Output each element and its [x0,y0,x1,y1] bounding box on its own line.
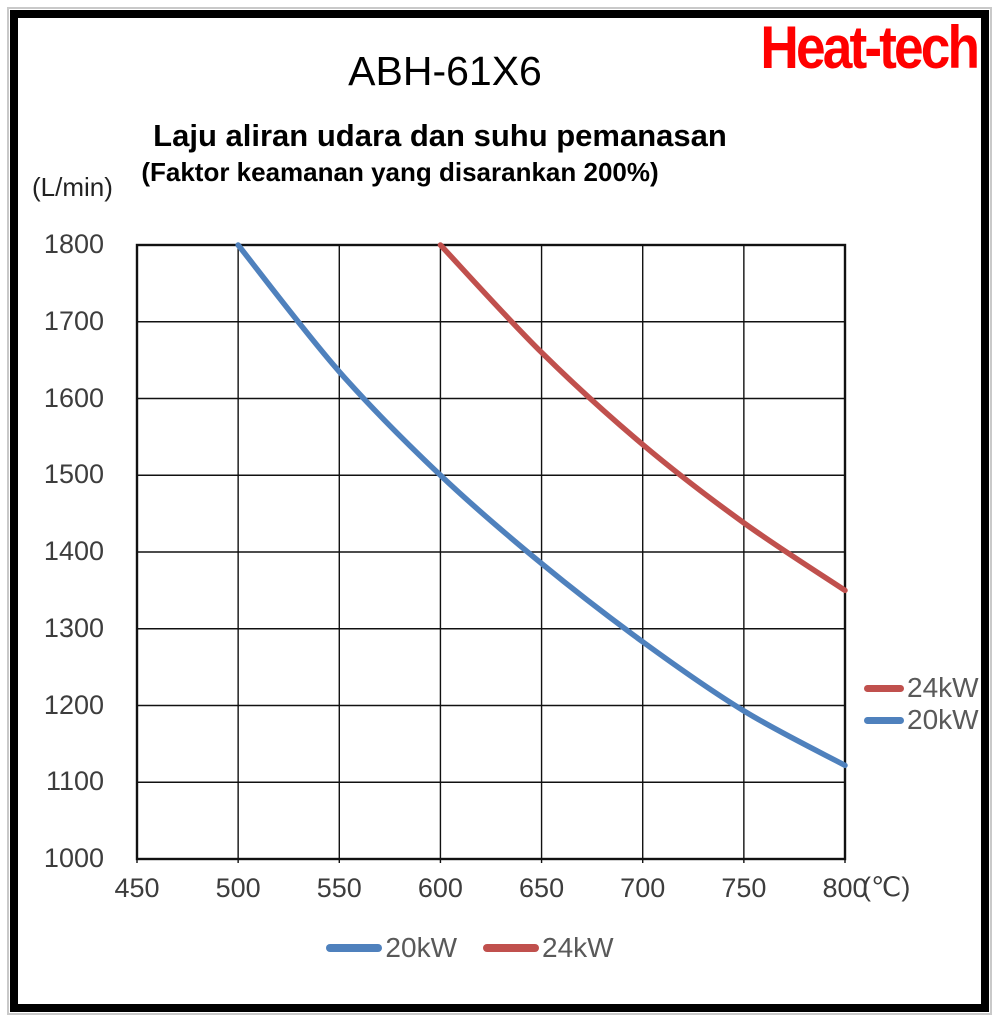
legend-label: 20kW [385,932,457,963]
legend-swatch-20kW-line [326,944,383,952]
x-tick-label: 650 [519,873,565,903]
legend-item: 24kW [864,673,979,703]
y-tick-label: 1800 [43,229,104,259]
chart-title: ABH-61X6 [348,48,542,94]
legend-item: 20kW [326,933,457,963]
page-border-frame [7,7,992,1015]
grid-lines [135,243,847,863]
legend-item: 24kW [483,933,614,963]
heat-tech-logo: Heat-tech [760,13,980,82]
legend-label: 24kW [542,932,614,963]
legend-bottom: 20kW 24kW [0,933,940,963]
y-tick-label: 1300 [43,612,104,643]
legend-right: 24kW 20kW [864,673,979,735]
legend-swatch-24kW-line [864,684,904,692]
x-tick-label: 550 [316,873,362,903]
legend-swatch-24kW-line [483,944,539,952]
y-tick-label: 1500 [43,459,104,490]
legend-label: 24kW [907,672,979,703]
series-24kW-line [437,242,848,594]
y-tick-label: 1400 [43,536,104,566]
chart-safety-note: (Faktor keamanan yang disarankan 200%) [141,157,659,187]
x-tick-label: 800 [822,873,868,903]
y-tick-label: 1600 [43,382,104,413]
legend-swatch-20kW-line [864,716,904,724]
y-tick-label: 1000 [43,843,104,873]
x-axis-unit-label: (℃) [862,872,911,902]
chart-subtitle: Laju aliran udara dan suhu pemanasan [153,118,727,153]
x-tick-label: 600 [417,873,463,903]
legend-item: 20kW [864,705,979,735]
x-tick-label: 750 [721,873,767,903]
x-tick-label: 700 [620,873,666,903]
x-tick-label: 500 [215,873,261,903]
x-tick-label: 450 [114,873,160,903]
y-axis-unit-label: (L/min) [32,172,113,202]
y-tick-label: 1200 [43,689,104,720]
y-tick-label: 1700 [43,305,104,336]
legend-label: 20kW [907,704,979,735]
series-20kW-line [235,242,848,769]
y-tick-label: 1100 [45,766,104,797]
series-curves [235,242,848,769]
